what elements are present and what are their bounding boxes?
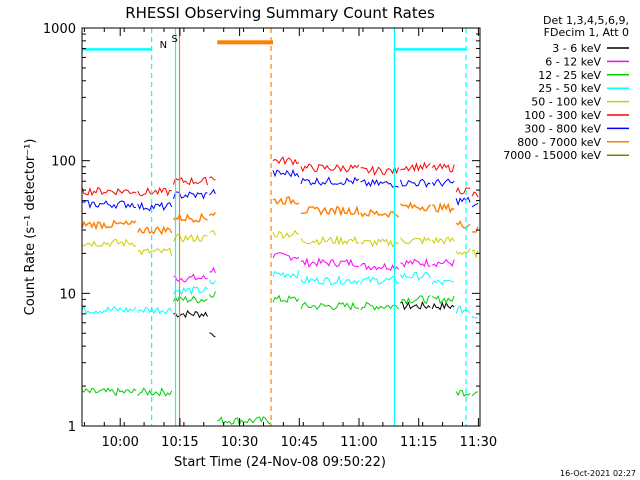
series-line-4	[81, 229, 479, 259]
flag-label-s: S	[172, 34, 178, 45]
x-tick-label-1: 10:15	[161, 435, 198, 450]
legend-label-3: 25 - 50 keV	[538, 82, 601, 95]
legend-label-0: 3 - 6 keV	[552, 42, 601, 55]
y-tick-label-1: 10	[59, 287, 76, 302]
series-path-5	[81, 156, 479, 198]
plot-frame	[81, 27, 481, 427]
y-axis-label: Count Rate (s⁻¹ detector⁻¹)	[23, 139, 38, 316]
axis-layer: 1 10 100 1000 10:00 10:15 10:30 10:45 11:00 11:15…	[43, 22, 497, 450]
x-tick-label-3: 10:45	[281, 435, 318, 450]
timestamp: 16-Oct-2021 02:27	[560, 469, 636, 478]
series-line-2	[81, 291, 479, 426]
flag-label-n: N	[160, 40, 167, 51]
legend-label-7: 800 - 7000 keV	[517, 136, 601, 149]
legend-label-6: 300 - 800 keV	[524, 122, 601, 135]
y-tick-label-2: 100	[51, 155, 76, 170]
x-tick-label-0: 10:00	[101, 435, 138, 450]
legend-label-1: 6 - 12 keV	[545, 55, 601, 68]
marker-layer: NS	[82, 28, 467, 426]
x-tick-label-4: 11:00	[340, 435, 377, 450]
series-path-2	[81, 291, 479, 426]
legend-label-2: 12 - 25 keV	[538, 69, 601, 82]
series-path-3	[81, 269, 479, 319]
y-tick-label-3: 1000	[43, 22, 76, 37]
legend-label-8: 7000 - 15000 keV	[503, 149, 601, 162]
legend-label-5: 100 - 300 keV	[524, 109, 601, 122]
series-line-1	[173, 252, 455, 283]
saturation-bar	[217, 40, 274, 45]
legend: Det 1,3,4,5,6,9,FDecim 1, Att 0 3 - 6 keV…	[503, 14, 629, 162]
y-tick-label-0: 1	[68, 420, 76, 435]
series-line-6	[81, 168, 479, 212]
x-tick-label-5: 11:15	[400, 435, 437, 450]
x-tick-label-6: 11:30	[460, 435, 497, 450]
series-line-0	[173, 300, 455, 338]
series-path-1	[173, 252, 455, 283]
series-line-5	[81, 156, 479, 198]
chart-title: RHESSI Observing Summary Count Rates	[125, 4, 435, 22]
x-axis-label: Start Time (24-Nov-08 09:50:22)	[174, 455, 386, 470]
legend-header-1: FDecim 1, Att 0	[544, 26, 629, 39]
series-path-0	[173, 300, 455, 338]
legend-header-0: Det 1,3,4,5,6,9,	[543, 14, 629, 27]
x-tick-label-2: 10:30	[221, 435, 258, 450]
series-path-6	[81, 168, 479, 212]
series-path-4	[81, 229, 479, 259]
series-line-3	[81, 269, 479, 319]
legend-label-4: 50 - 100 keV	[531, 96, 601, 109]
